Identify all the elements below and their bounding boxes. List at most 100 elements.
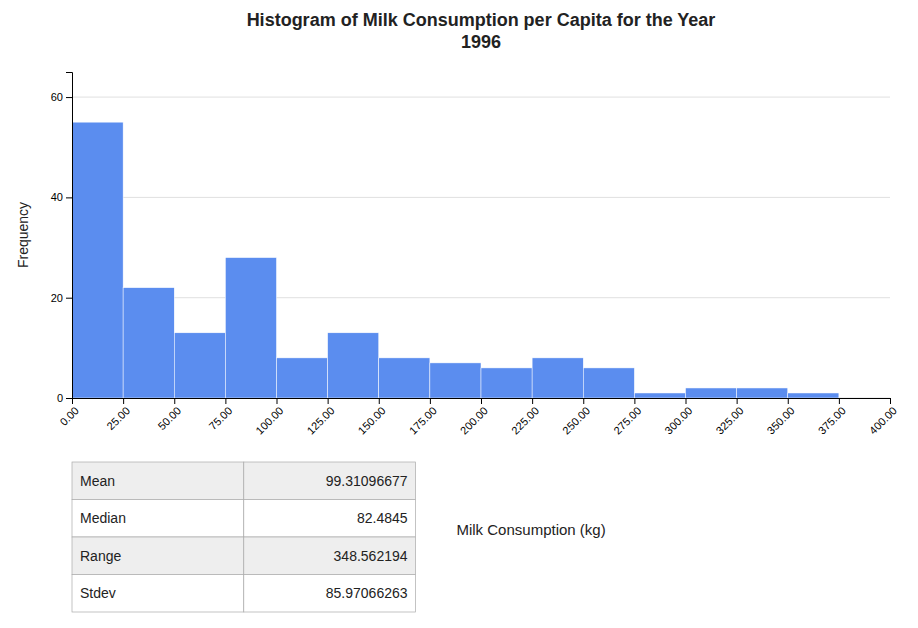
x-tick-label: 175.00 <box>407 404 439 436</box>
x-tick-mark <box>123 398 124 404</box>
x-tick-label: 200.00 <box>458 404 490 436</box>
x-tick-mark <box>174 398 175 404</box>
x-tick-label: 275.00 <box>611 404 643 436</box>
bar <box>788 393 839 398</box>
table-cell <box>244 462 416 500</box>
x-tick-mark <box>532 398 533 404</box>
x-tick: 250.00 <box>560 398 592 437</box>
table-row-label: Mean <box>80 473 115 489</box>
x-tick-label: 300.00 <box>662 404 694 436</box>
y-tick: 60 <box>51 91 72 103</box>
x-tick-mark <box>225 398 226 404</box>
y-tick: 20 <box>51 292 72 304</box>
x-tick-mark <box>430 398 431 404</box>
table-value: 99.31096677 <box>326 473 408 489</box>
title-line: Histogram of Milk Consumption per Capita… <box>247 10 716 30</box>
x-tick-label: 325.00 <box>713 404 745 436</box>
y-tick-mark <box>66 97 72 98</box>
grid-line <box>72 97 890 98</box>
x-tick-mark <box>634 398 635 404</box>
x-axis-title: Milk Consumption (kg) <box>456 521 605 538</box>
x-tick-label: 50.00 <box>155 404 183 432</box>
table-cell <box>244 575 416 613</box>
y-tick-label: 0 <box>57 392 63 404</box>
bar <box>123 288 174 398</box>
x-tick-label: 100.00 <box>253 404 285 436</box>
x-tick-label: 0.00 <box>57 404 81 428</box>
bar <box>328 333 379 398</box>
grid-line <box>72 197 890 198</box>
bars <box>72 122 839 398</box>
y-tick-mark <box>66 298 72 299</box>
x-tick-label: 150.00 <box>356 404 388 436</box>
x-tick: 175.00 <box>407 398 439 437</box>
x-tick-mark <box>277 398 278 404</box>
x-axis: 0.00 25.00 50.00 75.00 100.00 125.00 150.00 175… <box>57 398 899 437</box>
x-tick-label: 400.00 <box>867 404 899 436</box>
x-tick-mark <box>583 398 584 404</box>
bar <box>481 368 532 398</box>
x-tick: 100.00 <box>253 398 285 437</box>
table-value: 82.4845 <box>357 510 408 526</box>
x-tick: 75.00 <box>206 398 234 432</box>
x-tick: 300.00 <box>662 398 694 437</box>
x-tick-mark <box>328 398 329 404</box>
y-tick: 40 <box>51 191 72 203</box>
bar <box>277 358 328 398</box>
x-tick-mark <box>379 398 380 404</box>
title: Histogram of Milk Consumption per Capita… <box>247 10 716 52</box>
y-tick-label: 40 <box>51 191 63 203</box>
x-tick: 125.00 <box>304 398 336 437</box>
x-tick-mark <box>686 398 687 404</box>
table-row-label: Range <box>80 548 121 564</box>
y-tick: 0 <box>57 392 72 404</box>
grid <box>72 97 890 398</box>
x-tick-mark <box>788 398 789 404</box>
y-tick-mark <box>66 398 72 399</box>
x-tick-mark <box>481 398 482 404</box>
y-tick-mark <box>66 197 72 198</box>
x-tick: 275.00 <box>611 398 643 437</box>
table-cell <box>72 575 244 613</box>
stats-table: Mean99.31096677Median82.4845Range348.562… <box>72 462 416 612</box>
table-value: 85.97066263 <box>326 585 408 601</box>
x-tick-label: 225.00 <box>509 404 541 436</box>
grid-line <box>72 297 890 298</box>
x-tick: 350.00 <box>765 398 797 437</box>
x-tick: 50.00 <box>155 398 183 432</box>
bar <box>174 333 225 398</box>
y-axis-line <box>66 73 73 399</box>
bar <box>430 363 481 398</box>
bar <box>839 398 890 399</box>
table-cell <box>244 500 416 538</box>
y-tick-label: 60 <box>51 91 63 103</box>
y-tick-label: 20 <box>51 292 63 304</box>
bar <box>737 388 788 398</box>
table-row-label: Median <box>80 510 126 526</box>
chart: Histogram of Milk Consumption per Capita… <box>0 0 918 628</box>
x-tick-label: 350.00 <box>765 404 797 436</box>
x-tick-label: 125.00 <box>304 404 336 436</box>
x-tick-label: 250.00 <box>560 404 592 436</box>
x-tick-mark <box>839 398 840 404</box>
y-axis-title: Frequency <box>15 202 31 268</box>
table-cell <box>72 537 244 575</box>
x-axis-line <box>73 399 891 405</box>
bar <box>72 122 123 398</box>
bar <box>379 358 430 398</box>
bar <box>583 368 634 398</box>
table-cell <box>244 537 416 575</box>
bar <box>634 393 685 398</box>
table-cell <box>72 500 244 538</box>
x-tick-label: 25.00 <box>104 404 132 432</box>
x-tick: 325.00 <box>713 398 745 437</box>
bar <box>532 358 583 398</box>
x-tick: 25.00 <box>104 398 132 432</box>
x-tick-label: 75.00 <box>206 404 234 432</box>
x-tick: 200.00 <box>458 398 490 437</box>
x-tick-label: 375.00 <box>816 404 848 436</box>
bar <box>225 258 276 398</box>
title-line: 1996 <box>461 32 501 52</box>
x-tick: 400.00 <box>867 398 899 437</box>
x-tick-mark <box>737 398 738 404</box>
